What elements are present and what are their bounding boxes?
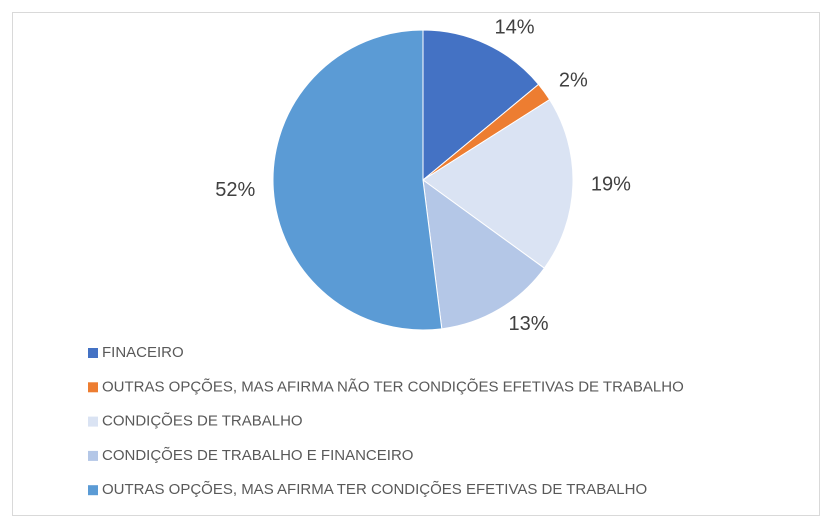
legend-swatch: [88, 450, 98, 461]
legend-swatch: [88, 485, 98, 496]
data-label: 14%: [495, 16, 535, 38]
pie-slice: [422, 98, 574, 269]
legend-label: CONDIÇÕES DE TRABALHO E FINANCEIRO: [102, 447, 413, 464]
legend-label: OUTRAS OPÇÕES, MAS AFIRMA TER CONDIÇÕES …: [102, 481, 647, 498]
data-label: 19%: [591, 174, 631, 196]
pie-slice: [422, 178, 546, 330]
data-label: 2%: [559, 70, 588, 92]
legend-swatch: [88, 416, 98, 427]
pie-slice: [272, 29, 443, 331]
pie-slice: [422, 29, 540, 182]
legend-swatch: [88, 382, 98, 393]
legend-swatch: [88, 348, 98, 358]
legend-label: CONDIÇÕES DE TRABALHO: [102, 413, 303, 430]
data-label: 13%: [509, 313, 549, 335]
legend-label: OUTRAS OPÇÕES, MAS AFIRMA NÃO TER CONDIÇ…: [102, 378, 684, 395]
data-label: 52%: [215, 179, 255, 201]
legend-label: FINACEIRO: [102, 344, 184, 361]
